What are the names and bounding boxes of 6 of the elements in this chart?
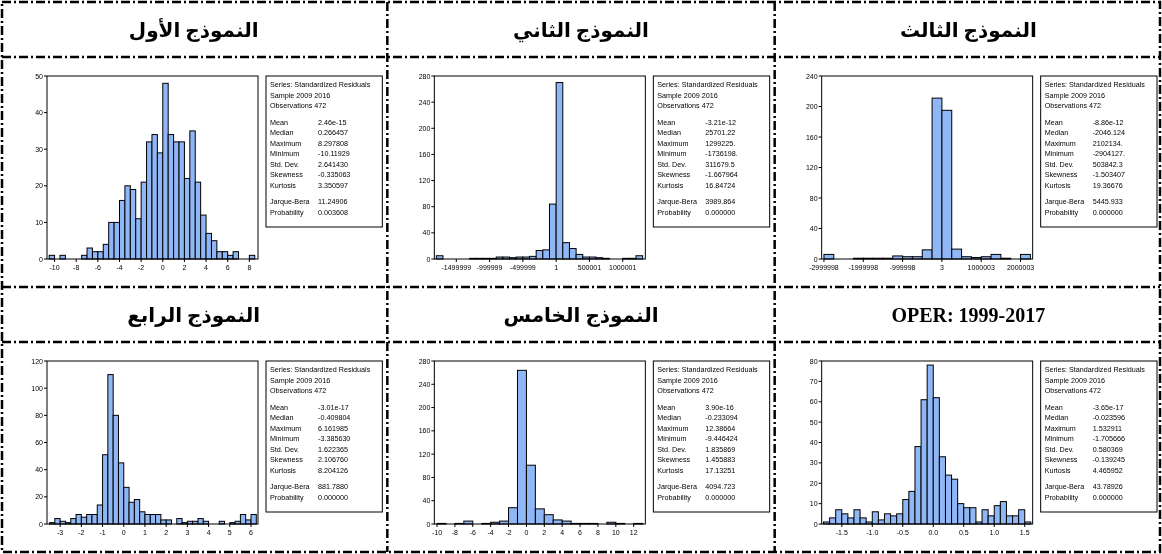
chart-title: النموذج الثاني: [513, 18, 649, 43]
chart-title: OPER: 1999-2017: [891, 303, 1046, 326]
chart-title: النموذج الثالث: [899, 18, 1037, 42]
chart-title: النموذج الخامس: [503, 303, 659, 327]
chart-title: النموذج الرابع: [127, 303, 261, 327]
chart-title: النموذج الأول: [128, 16, 259, 42]
